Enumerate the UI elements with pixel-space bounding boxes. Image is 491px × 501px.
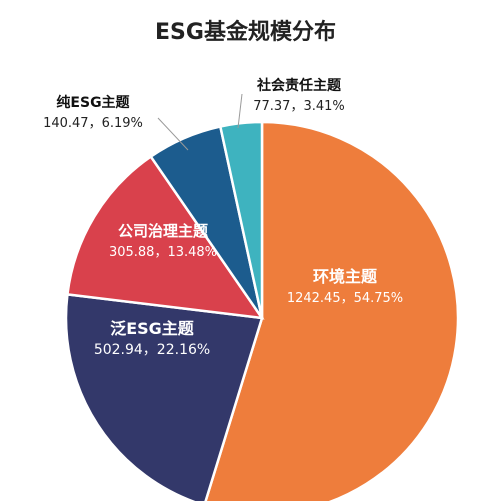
slice-label-value-1: 502.94，22.16% bbox=[94, 342, 210, 358]
pie-slice-0 bbox=[204, 120, 460, 501]
slice-label-value-0: 1242.45，54.75% bbox=[287, 291, 403, 306]
slice-label-value-3: 140.47，6.19% bbox=[43, 116, 143, 131]
pie-slice-2 bbox=[66, 154, 265, 320]
leader-line-4 bbox=[237, 93, 243, 129]
slice-label-name-1: 泛ESG主题 bbox=[110, 319, 195, 338]
slice-label-value-4: 77.37，3.41% bbox=[253, 99, 345, 114]
chart-title: ESG基金规模分布 bbox=[155, 20, 336, 45]
leader-line-3 bbox=[157, 117, 189, 151]
slice-label-name-3: 纯ESG主题 bbox=[56, 94, 130, 111]
pie-slice-4 bbox=[218, 120, 264, 319]
pie-slice-1 bbox=[64, 293, 264, 501]
slice-label-name-0: 环境主题 bbox=[313, 267, 378, 286]
slice-label-value-2: 305.88，13.48% bbox=[109, 245, 217, 260]
slice-label-name-2: 公司治理主题 bbox=[118, 222, 209, 240]
slice-label-name-4: 社会责任主题 bbox=[256, 77, 342, 94]
